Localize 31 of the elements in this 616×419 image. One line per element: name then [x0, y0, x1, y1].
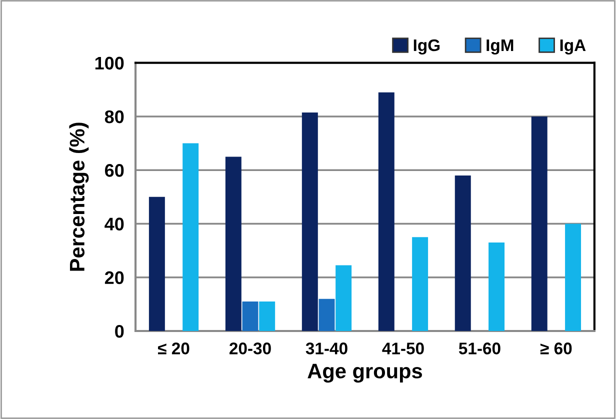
bar	[378, 92, 394, 332]
x-tick-label: 31-40	[306, 342, 348, 354]
y-tick-label: 40	[104, 218, 124, 230]
bar	[565, 224, 582, 332]
x-tick-label: 41-50	[382, 342, 424, 354]
legend-label: IgM	[486, 40, 514, 55]
bar	[318, 298, 335, 332]
bar	[336, 265, 352, 332]
y-tick-label: 60	[104, 164, 124, 177]
bar	[182, 143, 199, 332]
bar	[488, 242, 505, 332]
legend-label: IgG	[414, 39, 440, 55]
x-tick-label: 20-30	[230, 342, 271, 354]
y-tick-label: 100	[95, 56, 124, 70]
bar	[531, 116, 548, 332]
x-tick-label: 51-60	[458, 342, 500, 354]
y-tick-label: 80	[104, 110, 124, 124]
x-axis-title: Age groups	[308, 364, 422, 383]
legend-label: IgA	[560, 40, 586, 55]
bar	[302, 112, 318, 332]
y-tick-label: 20	[104, 271, 124, 284]
bar	[259, 302, 276, 332]
y-axis-title: Percentage (%)	[69, 122, 89, 271]
bar	[148, 196, 165, 332]
bar	[225, 156, 242, 332]
bar	[412, 237, 428, 332]
x-tick-label: ≥ 60	[540, 342, 572, 354]
bar	[242, 302, 258, 332]
x-tick-label: ≤ 20	[158, 342, 190, 354]
bar	[454, 175, 471, 332]
y-tick-label: 0	[115, 324, 124, 338]
